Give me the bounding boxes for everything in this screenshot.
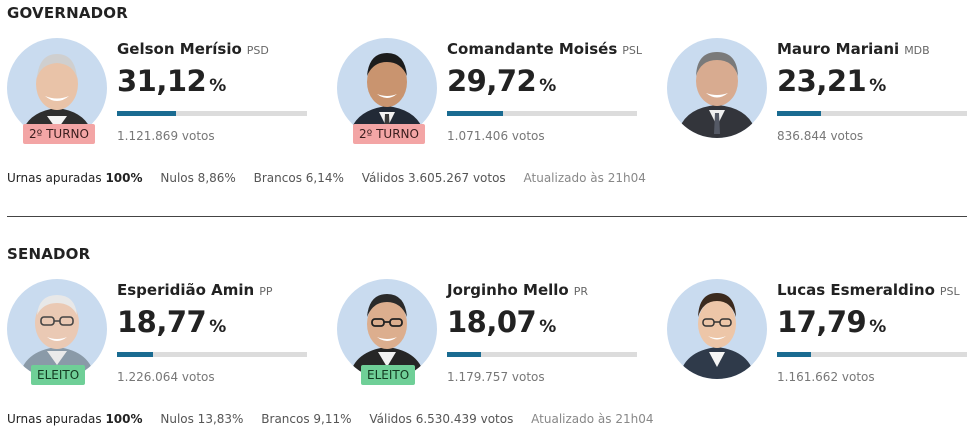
percent-symbol: % xyxy=(539,76,557,96)
candidate-card[interactable]: Mauro Mariani MDB 23,21% 836.844 votos xyxy=(667,38,973,148)
vote-share-bar xyxy=(777,111,967,116)
candidate-photo-icon xyxy=(667,38,767,138)
vote-share-bar-fill xyxy=(447,352,482,357)
candidate-name: Gelson Merísio xyxy=(117,40,242,58)
valid-votes: Válidos 6.530.439 votos xyxy=(369,412,514,426)
vote-count: 1.179.757 votos xyxy=(447,370,545,384)
vote-share-bar-fill xyxy=(777,111,822,116)
updated-time: Atualizado às 21h04 xyxy=(523,171,646,185)
vote-percentage: 18,07 xyxy=(447,305,537,339)
percent-symbol: % xyxy=(869,317,887,337)
candidate-name: Lucas Esmeraldino xyxy=(777,281,935,299)
vote-count: 836.844 votos xyxy=(777,129,864,143)
vote-count: 1.161.662 votos xyxy=(777,370,875,384)
candidate-party: PR xyxy=(573,285,589,298)
null-votes: Nulos 13,83% xyxy=(160,412,244,426)
valid-votes: Válidos 3.605.267 votos xyxy=(361,171,506,185)
candidate-card[interactable]: Lucas Esmeraldino PSL 17,79% 1.161.662 vo… xyxy=(667,279,973,389)
vote-share-bar xyxy=(447,352,637,357)
section-title-senador: SENADOR xyxy=(7,245,91,263)
results-summary: Urnas apuradas 100% Nulos 13,83% Brancos… xyxy=(7,412,667,426)
vote-share-bar xyxy=(117,352,307,357)
candidate-card[interactable]: 2º TURNO Gelson Merísio PSD 31,12% 1.121.… xyxy=(7,38,327,148)
percent-symbol: % xyxy=(209,317,227,337)
candidate-party: PSL xyxy=(939,285,960,298)
candidate-photo-icon xyxy=(337,279,437,379)
candidate-photo-icon xyxy=(7,279,107,379)
candidate-party: PSL xyxy=(622,44,643,57)
percent-symbol: % xyxy=(539,317,557,337)
section-title-governador: GOVERNADOR xyxy=(7,4,128,22)
candidate-photo-icon xyxy=(7,38,107,138)
percent-symbol: % xyxy=(209,76,227,96)
candidate-card[interactable]: 2º TURNO Comandante Moisés PSL 29,72% 1.0… xyxy=(337,38,657,148)
blank-votes: Brancos 9,11% xyxy=(261,412,352,426)
vote-share-bar xyxy=(447,111,637,116)
candidate-party: PP xyxy=(259,285,273,298)
candidate-name: Comandante Moisés xyxy=(447,40,618,58)
vote-count: 1.071.406 votos xyxy=(447,129,545,143)
candidate-name: Esperidião Amin xyxy=(117,281,255,299)
candidate-party: PSD xyxy=(246,44,269,57)
urnas-value: 100% xyxy=(105,412,143,426)
second-round-badge: 2º TURNO xyxy=(23,124,95,144)
vote-count: 1.226.064 votos xyxy=(117,370,215,384)
candidate-name: Jorginho Mello xyxy=(447,281,569,299)
updated-time: Atualizado às 21h04 xyxy=(531,412,654,426)
vote-percentage: 31,12 xyxy=(117,64,207,98)
vote-percentage: 23,21 xyxy=(777,64,867,98)
urnas-label: Urnas apuradas xyxy=(7,412,102,426)
elected-badge: ELEITO xyxy=(31,365,86,385)
candidate-name: Mauro Mariani xyxy=(777,40,900,58)
vote-share-bar-fill xyxy=(447,111,504,116)
results-summary: Urnas apuradas 100% Nulos 8,86% Brancos … xyxy=(7,171,660,185)
vote-share-bar xyxy=(117,111,307,116)
urnas-label: Urnas apuradas xyxy=(7,171,102,185)
percent-symbol: % xyxy=(869,76,887,96)
vote-percentage: 29,72 xyxy=(447,64,537,98)
elected-badge: ELEITO xyxy=(361,365,416,385)
second-round-badge: 2º TURNO xyxy=(353,124,425,144)
vote-count: 1.121.869 votos xyxy=(117,129,215,143)
candidate-party: MDB xyxy=(904,44,930,57)
vote-share-bar-fill xyxy=(777,352,811,357)
blank-votes: Brancos 6,14% xyxy=(253,171,344,185)
candidate-card[interactable]: ELEITO Esperidião Amin PP 18,77% 1.226.06… xyxy=(7,279,327,389)
urnas-value: 100% xyxy=(105,171,143,185)
candidate-card[interactable]: ELEITO Jorginho Mello PR 18,07% 1.179.757… xyxy=(337,279,657,389)
vote-percentage: 18,77 xyxy=(117,305,207,339)
vote-share-bar-fill xyxy=(117,352,153,357)
candidate-photo-icon xyxy=(337,38,437,138)
vote-share-bar xyxy=(777,352,967,357)
candidate-photo-icon xyxy=(667,279,767,379)
null-votes: Nulos 8,86% xyxy=(160,171,236,185)
vote-share-bar-fill xyxy=(117,111,177,116)
vote-percentage: 17,79 xyxy=(777,305,867,339)
section-divider xyxy=(7,216,967,217)
